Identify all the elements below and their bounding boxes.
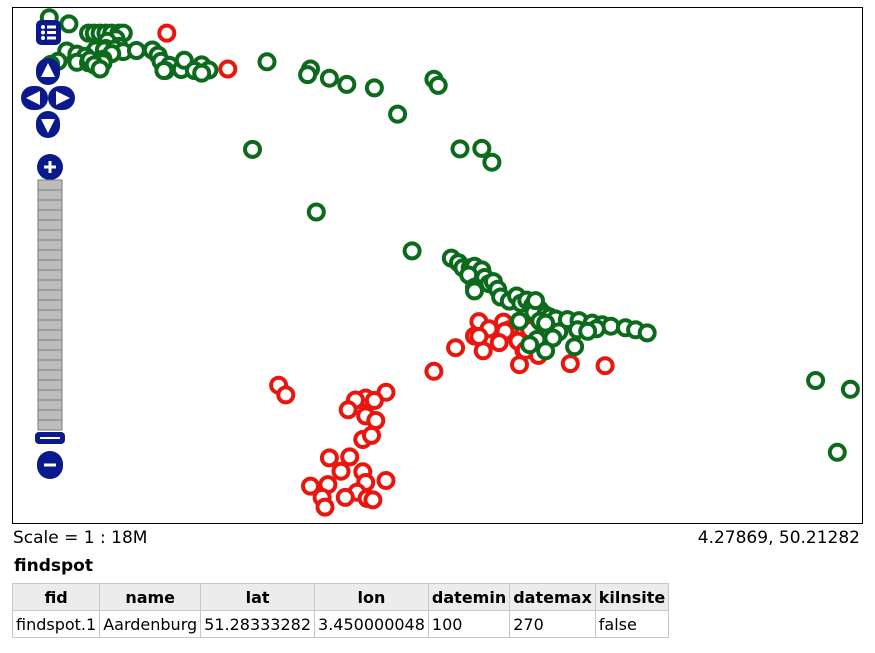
zoom-in-plus-icon[interactable]	[37, 154, 63, 180]
findspot-point[interactable]	[319, 68, 339, 88]
pan-up-icon[interactable]	[36, 58, 60, 85]
cell-lon: 3.450000048	[314, 610, 429, 638]
findspot-point[interactable]	[637, 323, 657, 343]
kiln-point[interactable]	[331, 461, 351, 481]
kiln-points-group	[157, 23, 615, 517]
kiln-point[interactable]	[335, 487, 355, 507]
findspot-point[interactable]	[806, 371, 826, 390]
pan-left-icon[interactable]	[21, 86, 48, 110]
cell-name: Aardenburg	[99, 610, 202, 638]
findspot-point[interactable]	[465, 281, 484, 301]
kiln-point[interactable]	[218, 59, 238, 79]
findspot-point[interactable]	[364, 78, 384, 98]
kiln-point[interactable]	[560, 354, 580, 374]
findspot-point[interactable]	[520, 335, 540, 355]
findspot-point[interactable]	[565, 337, 585, 357]
findspot-point[interactable]	[126, 41, 146, 60]
map-points-layer[interactable]	[13, 8, 862, 523]
feature-info-table: fid name lat lon datemin datemax kilnsit…	[11, 583, 670, 638]
findspot-point[interactable]	[298, 65, 318, 85]
zoom-slider-handle[interactable]	[35, 432, 65, 444]
findspot-point[interactable]	[536, 341, 556, 361]
cell-kilnsite: false	[594, 610, 670, 638]
mouse-position-readout: 4.27869, 50.21282	[697, 528, 860, 548]
table-row: findspot.1 Aardenburg 51.28333282 3.4500…	[11, 610, 670, 638]
scale-label: Scale = 1 : 18M	[13, 528, 148, 548]
kiln-point[interactable]	[595, 356, 615, 376]
kiln-point[interactable]	[469, 327, 489, 346]
findspot-point[interactable]	[306, 202, 326, 222]
layer-title: findspot	[14, 556, 93, 576]
findspot-point[interactable]	[402, 241, 422, 261]
kiln-point[interactable]	[489, 333, 509, 353]
findspot-point[interactable]	[472, 138, 492, 158]
kiln-point[interactable]	[366, 411, 386, 430]
kiln-point[interactable]	[424, 361, 444, 381]
kiln-point[interactable]	[362, 425, 381, 445]
pan-right-icon[interactable]	[48, 86, 75, 110]
cell-datemin: 100	[427, 610, 511, 638]
column-header-lat: lat	[200, 583, 316, 611]
zoom-slider-track[interactable]	[37, 179, 63, 431]
layer-switcher-list-icon[interactable]	[36, 20, 61, 45]
findspot-point[interactable]	[482, 152, 502, 172]
findspot-point[interactable]	[827, 442, 847, 462]
pan-down-icon[interactable]	[36, 111, 60, 138]
findspot-point[interactable]	[192, 63, 212, 83]
column-header-datemax: datemax	[509, 583, 596, 611]
column-header-kilnsite: kilnsite	[594, 583, 670, 611]
findspot-point[interactable]	[840, 379, 860, 399]
column-header-lon: lon	[314, 583, 429, 611]
zoom-out-minus-icon[interactable]	[37, 451, 63, 479]
findspot-point[interactable]	[59, 14, 79, 34]
findspot-point[interactable]	[428, 75, 448, 95]
cell-lat: 51.28333282	[200, 610, 316, 638]
zoom-bar[interactable]	[35, 154, 65, 484]
kiln-point[interactable]	[338, 400, 358, 420]
findspot-point[interactable]	[90, 59, 110, 79]
column-header-name: name	[99, 583, 202, 611]
findspot-points-group	[39, 8, 860, 462]
map-footer: Scale = 1 : 18M 4.27869, 50.21282	[12, 528, 863, 552]
findspot-point[interactable]	[337, 74, 357, 94]
table-header-row: fid name lat lon datemin datemax kilnsit…	[11, 583, 670, 611]
kiln-point[interactable]	[446, 338, 466, 358]
column-header-datemin: datemin	[427, 583, 511, 611]
kiln-point[interactable]	[301, 476, 320, 496]
findspot-point[interactable]	[388, 104, 408, 124]
findspot-point[interactable]	[578, 321, 598, 341]
kiln-point[interactable]	[376, 471, 396, 490]
map-viewport[interactable]	[12, 7, 863, 524]
kiln-point[interactable]	[315, 497, 335, 517]
findspot-point[interactable]	[243, 139, 262, 159]
kiln-point[interactable]	[340, 447, 360, 467]
kiln-point[interactable]	[157, 23, 177, 43]
kiln-point[interactable]	[276, 385, 296, 405]
findspot-point[interactable]	[154, 61, 174, 80]
findspot-point[interactable]	[450, 139, 470, 159]
cell-datemax: 270	[509, 610, 596, 638]
kiln-point[interactable]	[319, 448, 339, 468]
cell-fid: findspot.1	[11, 610, 101, 638]
kiln-point[interactable]	[363, 490, 383, 510]
pan-control[interactable]	[21, 58, 75, 140]
column-header-fid: fid	[11, 583, 101, 611]
findspot-point[interactable]	[536, 313, 556, 333]
findspot-point[interactable]	[257, 52, 277, 72]
findspot-point[interactable]	[526, 291, 545, 311]
kiln-point[interactable]	[364, 391, 384, 410]
findspot-point[interactable]	[510, 311, 529, 331]
